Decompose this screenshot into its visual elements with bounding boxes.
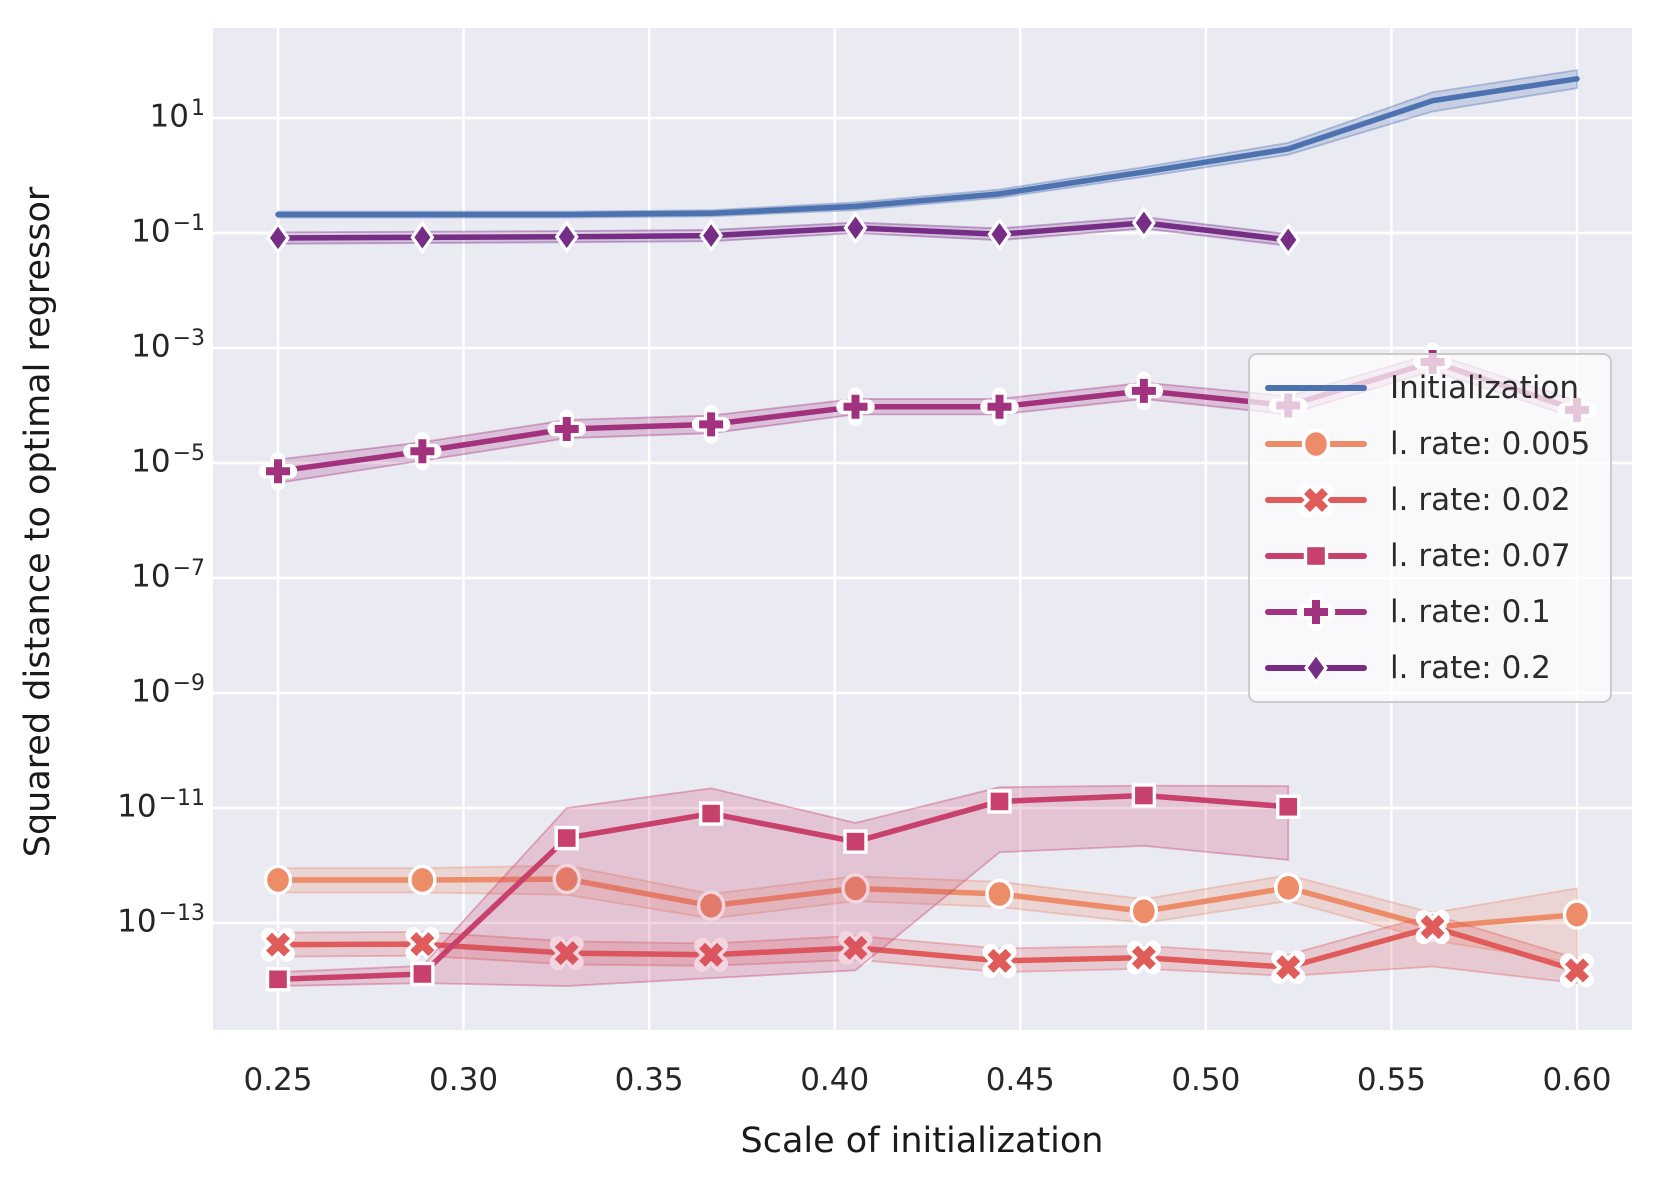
square-marker — [987, 789, 1012, 814]
plus-marker — [843, 394, 868, 419]
plus-marker — [554, 417, 579, 442]
x-marker — [699, 942, 724, 967]
diamond-marker — [1131, 206, 1156, 240]
legend-row: Initialization — [1264, 360, 1600, 416]
plus-marker — [266, 459, 290, 484]
series-line — [275, 792, 1291, 983]
legend-swatch-diamond — [1265, 651, 1367, 685]
diamond-marker — [410, 220, 435, 255]
error-band — [277, 784, 1290, 987]
x-marker — [554, 941, 579, 966]
diamond-marker — [1304, 651, 1328, 685]
series-l.-rate-0.07 — [265, 783, 1301, 992]
circle-marker — [1129, 896, 1159, 927]
series-line — [275, 876, 1580, 930]
legend-label: l. rate: 0.1 — [1390, 594, 1551, 630]
legend-swatch-circle — [1265, 428, 1367, 460]
series-l.-rate-0.2 — [266, 206, 1301, 257]
legend-swatch-x — [1265, 483, 1367, 517]
square-marker — [1303, 543, 1329, 569]
series-line — [275, 220, 1291, 243]
legend-row: l. rate: 0.005 — [1264, 416, 1600, 472]
plus-marker — [1304, 600, 1328, 624]
diamond-marker — [266, 221, 290, 255]
x-marker — [265, 932, 291, 957]
legend-row: l. rate: 0.07 — [1264, 528, 1600, 584]
legend-row: l. rate: 0.1 — [1264, 584, 1600, 640]
square-marker — [698, 801, 724, 826]
x-tick-label: 0.25 — [243, 1062, 313, 1098]
legend-label: l. rate: 0.2 — [1390, 650, 1551, 686]
y-tick-label: 10−1 — [131, 211, 205, 250]
legend-label: l. rate: 0.07 — [1390, 538, 1571, 574]
x-marker — [1303, 487, 1329, 513]
legend-swatch-none — [1265, 385, 1367, 391]
series-l.-rate-0.005 — [263, 863, 1592, 965]
square-marker — [554, 825, 579, 851]
square-marker — [410, 961, 435, 987]
x-marker — [1564, 958, 1589, 983]
y-tick-label: 10−9 — [131, 671, 205, 710]
square-marker — [843, 829, 868, 854]
y-axis-label: Squared distance to optimal regressor — [18, 186, 58, 858]
legend: Initialization l. rate: 0.005 l. rate: 0.0… — [1248, 353, 1612, 703]
circle-marker — [841, 873, 870, 904]
plus-marker — [1131, 378, 1156, 403]
y-tick-label: 10−11 — [117, 786, 205, 825]
legend-swatch-square — [1265, 543, 1367, 569]
legend-label: Initialization — [1390, 370, 1580, 406]
square-marker — [265, 967, 291, 992]
x-marker — [1420, 915, 1445, 940]
y-tick-label: 10−3 — [131, 326, 205, 365]
legend-row: l. rate: 0.02 — [1264, 472, 1600, 528]
x-marker — [987, 948, 1012, 973]
x-marker — [410, 932, 435, 957]
circle-marker — [263, 864, 293, 896]
x-tick-label: 0.35 — [614, 1062, 684, 1098]
circle-marker — [552, 863, 581, 895]
x-tick-label: 0.55 — [1356, 1062, 1426, 1098]
square-marker — [1131, 783, 1157, 808]
y-tick-label: 10−5 — [131, 441, 205, 480]
circle-marker — [985, 878, 1014, 910]
circle-marker — [696, 890, 726, 921]
y-tick-label: 10−7 — [131, 556, 205, 595]
diamond-marker — [1276, 223, 1301, 257]
error-band — [277, 69, 1578, 219]
series-l.-rate-0.02 — [261, 910, 1594, 988]
plus-marker — [987, 394, 1012, 419]
x-marker — [843, 935, 868, 960]
x-tick-label: 0.60 — [1542, 1062, 1612, 1098]
x-tick-label: 0.40 — [800, 1062, 870, 1098]
legend-row: l. rate: 0.2 — [1264, 640, 1600, 696]
diamond-marker — [699, 218, 724, 253]
circle-marker — [1562, 899, 1592, 930]
diamond-marker — [987, 217, 1012, 252]
legend-label: l. rate: 0.005 — [1390, 426, 1591, 462]
diamond-marker — [554, 220, 579, 254]
series-line — [275, 924, 1580, 974]
x-marker — [1131, 945, 1156, 970]
circle-marker — [408, 864, 437, 896]
legend-label: l. rate: 0.02 — [1390, 482, 1571, 518]
x-tick-label: 0.50 — [1171, 1062, 1241, 1098]
legend-swatch-plus — [1265, 592, 1367, 632]
y-tick-label: 10−13 — [117, 901, 205, 940]
circle-marker — [1301, 428, 1331, 460]
x-tick-label: 0.45 — [985, 1062, 1055, 1098]
circle-marker — [1274, 872, 1303, 903]
x-axis-label: Scale of initialization — [740, 1121, 1104, 1161]
plus-marker — [699, 412, 724, 437]
series-line — [275, 76, 1580, 218]
square-marker — [1276, 794, 1301, 819]
x-tick-label: 0.30 — [429, 1062, 499, 1098]
x-marker — [1276, 955, 1301, 980]
plus-marker — [410, 439, 435, 464]
diamond-marker — [843, 211, 868, 245]
y-tick-label: 101 — [149, 96, 205, 135]
series-initialization — [275, 69, 1580, 219]
